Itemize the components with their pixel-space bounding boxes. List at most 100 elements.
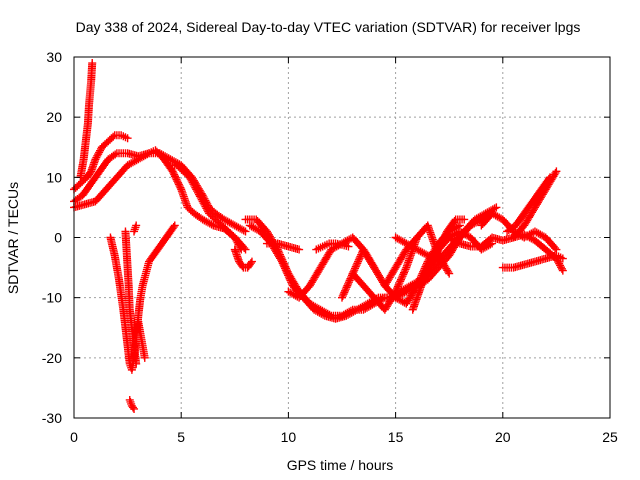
x-axis-label: GPS time / hours [287,457,394,473]
data-point [191,183,200,192]
series-arc-4 [166,161,246,254]
data-point [200,200,209,209]
data-point [280,262,289,271]
data-point [232,236,241,245]
data-point [281,266,290,275]
data-point [194,190,203,199]
data-point [400,267,409,276]
x-tick-label: 0 [70,429,78,445]
data-point [199,199,208,208]
data-point [552,167,561,176]
data-point [233,238,242,247]
series-arc-13 [262,239,304,254]
data-point [236,243,245,252]
data-point [230,233,239,242]
data-point [96,146,105,155]
series-arc-9 [130,221,141,236]
series-arc-10 [230,245,256,272]
data-point [339,290,348,299]
chart-title: Day 338 of 2024, Sidereal Day-to-day VTE… [76,19,581,35]
series-arc-16 [338,221,464,308]
series-arc-15 [312,239,353,254]
data-point [338,293,346,302]
data-point [551,244,560,253]
data-point [344,278,353,287]
series-arc-7 [134,317,149,362]
data-point [396,275,405,284]
x-tick-labels: 0 5 10 15 20 25 [70,429,618,445]
data-point [187,176,196,185]
data-point [344,279,353,288]
data-point [401,265,410,274]
data-point [88,59,97,68]
data-point [195,192,204,201]
data-point [234,240,243,249]
data-point [284,273,293,282]
data-point [132,221,141,230]
data-point [355,254,364,263]
data-point [492,203,501,212]
data-point [295,245,304,254]
data-point [544,174,553,183]
data-point [283,269,292,278]
data-point [556,261,565,270]
data-point [130,404,139,413]
data-point [343,281,352,290]
data-point [235,242,244,251]
data-point [109,132,118,141]
x-tick-label: 5 [177,429,185,445]
data-point [197,195,206,204]
y-tick-label: 20 [46,109,62,125]
data-point [285,274,294,283]
data-point [395,279,404,288]
data-point [460,215,469,224]
series-arc-24 [498,251,567,272]
data-point [201,202,210,211]
data-point [338,291,347,300]
data-point [284,271,293,280]
data-point [277,257,286,266]
y-tick-label: -20 [42,350,62,366]
data-point [203,205,212,214]
data-point [356,252,365,261]
data-point [345,276,354,285]
data-point [454,238,463,247]
data-point [545,173,554,182]
data-point [278,259,287,268]
data-point [239,226,248,235]
data-point [196,193,205,202]
data-point [399,270,408,279]
data-point [393,284,402,293]
data-point [194,188,203,197]
data-point [341,286,350,295]
data-point [392,285,401,294]
data-point [176,183,185,192]
y-tick-label: 10 [46,169,62,185]
data-point [207,220,216,229]
x-tick-label: 15 [388,429,404,445]
y-axis-label: SDTVAR / TECUs [5,182,21,294]
data-point [444,267,453,276]
data-point [319,310,328,319]
data-point [286,276,295,285]
data-point [391,287,400,296]
data-point [354,255,363,264]
data-point [393,282,402,291]
data-point [132,359,141,368]
y-tick-label: -10 [42,290,62,306]
data-point [557,264,566,273]
data-point [351,264,360,273]
data-point [231,235,240,244]
data-point [189,180,198,189]
data-point [445,269,454,278]
data-point [394,280,403,289]
data-point [198,197,207,206]
y-tick-label: 30 [46,49,62,65]
y-tick-label: -30 [42,410,62,426]
data-point [202,204,211,213]
data-point [556,263,565,272]
data-point [128,403,137,412]
data-point [558,266,567,275]
data-point [111,150,120,159]
